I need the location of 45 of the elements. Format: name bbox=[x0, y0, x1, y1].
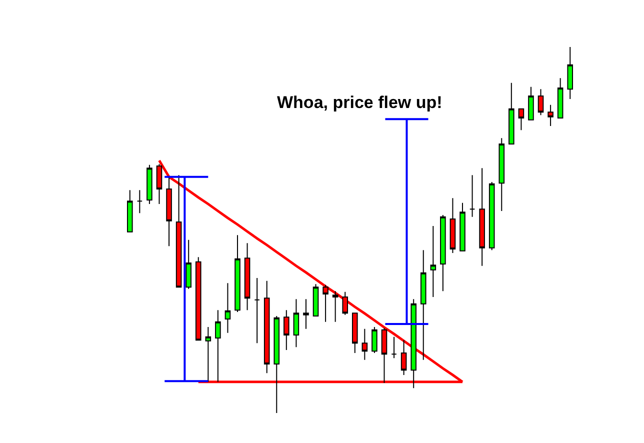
candlestick bbox=[391, 336, 397, 359]
candlestick bbox=[215, 310, 221, 382]
candlestick bbox=[176, 174, 182, 288]
candlestick bbox=[332, 290, 338, 322]
candlestick bbox=[166, 176, 172, 247]
candlestick bbox=[372, 326, 378, 354]
candlestick bbox=[410, 298, 416, 389]
candlestick bbox=[224, 282, 231, 334]
candlestick bbox=[284, 310, 290, 351]
candlestick bbox=[420, 250, 426, 360]
candlestick bbox=[400, 340, 407, 376]
candlestick bbox=[186, 239, 192, 290]
candlestick bbox=[352, 312, 358, 354]
candlestick bbox=[234, 234, 240, 312]
candlestick bbox=[518, 108, 524, 131]
candlestick bbox=[264, 280, 270, 374]
candlestick bbox=[342, 291, 348, 316]
candlestick bbox=[146, 164, 152, 205]
candlestick bbox=[312, 284, 319, 317]
candlestick bbox=[293, 298, 300, 348]
candlestick bbox=[460, 202, 466, 252]
candlestick bbox=[205, 326, 212, 382]
candlestick bbox=[557, 78, 564, 118]
candlestick bbox=[469, 174, 476, 218]
candlestick bbox=[244, 242, 250, 311]
candlestick bbox=[430, 225, 436, 298]
candlestick bbox=[322, 284, 328, 322]
candlestick bbox=[303, 298, 309, 330]
candlestick bbox=[362, 328, 368, 360]
candlestick bbox=[136, 190, 143, 214]
candlestick bbox=[528, 86, 534, 120]
candlestick bbox=[440, 214, 446, 292]
candlestick bbox=[126, 190, 133, 232]
candlestick bbox=[479, 168, 485, 266]
candlestick bbox=[195, 256, 202, 341]
candlestick bbox=[567, 47, 574, 100]
candlestick bbox=[488, 182, 495, 251]
annotation: Whoa, price flew up! bbox=[277, 93, 442, 112]
candlestick bbox=[548, 104, 554, 127]
candlestick bbox=[450, 198, 456, 254]
candlestick bbox=[274, 316, 280, 413]
candlestick bbox=[538, 88, 544, 116]
candlestick bbox=[254, 277, 260, 344]
candlestick bbox=[498, 138, 505, 212]
candlestick bbox=[508, 82, 514, 144]
